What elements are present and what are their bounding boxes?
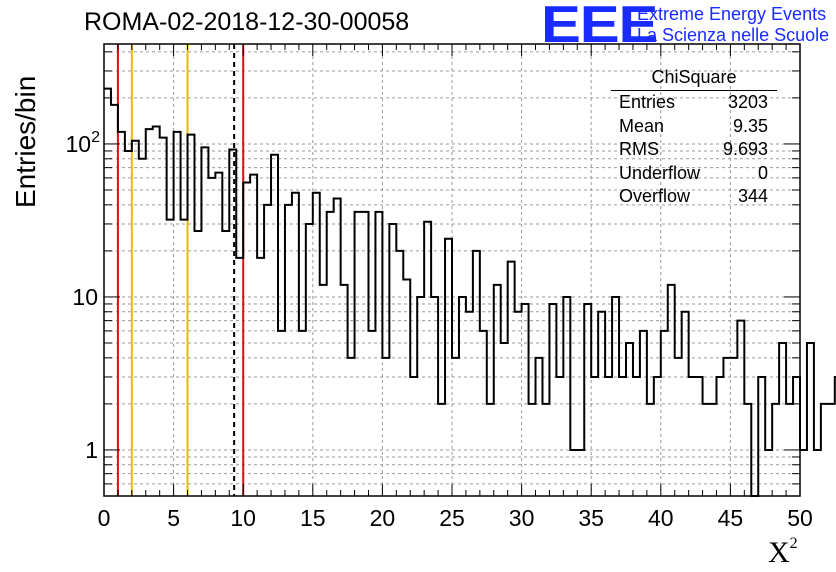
x-tick-label: 45 xyxy=(718,505,744,531)
stats-label: Underflow xyxy=(619,162,701,183)
stats-row-entries: Entries 3203 xyxy=(611,91,777,115)
x-axis-label-superscript: 2 xyxy=(789,535,798,552)
x-tick-label: 35 xyxy=(578,505,604,531)
stats-row-underflow: Underflow 0 xyxy=(611,162,777,186)
stats-box: ChiSquare Entries 3203 Mean 9.35 RMS 9.6… xyxy=(611,66,777,209)
brand-subtitle: La Scienza nelle Scuole xyxy=(637,25,830,45)
histogram-line xyxy=(104,87,836,497)
stats-row-mean: Mean 9.35 xyxy=(611,115,777,139)
brand-name: Extreme Energy Events xyxy=(637,4,827,24)
stats-row-overflow: Overflow 344 xyxy=(611,185,777,209)
stats-title: ChiSquare xyxy=(611,66,777,91)
stats-label: Entries xyxy=(619,92,676,112)
y-tick-label: 1 xyxy=(85,437,98,463)
x-tick-label: 10 xyxy=(230,505,256,531)
stats-row-rms: RMS 9.693 xyxy=(611,138,777,162)
x-tick-label: 15 xyxy=(300,505,326,531)
stats-value: 9.693 xyxy=(722,139,768,159)
stats-value: 0 xyxy=(757,162,768,183)
y-axis-label: Entries/bin xyxy=(10,75,41,208)
stats-label: Overflow xyxy=(619,186,691,206)
axes: 0 5 10 15 20 25 30 35 40 45 50 1 10 102 xyxy=(66,43,813,531)
x-tick-label: 40 xyxy=(648,505,674,531)
y-tick-label: 10 xyxy=(72,284,98,310)
stats-value: 9.35 xyxy=(732,115,768,136)
eee-logo: EEE xyxy=(541,0,658,54)
x-tick-label: 25 xyxy=(439,505,465,531)
x-axis-label: X2 xyxy=(768,535,798,570)
x-tick-label: 30 xyxy=(509,505,535,531)
stats-label: Mean xyxy=(619,115,665,136)
histogram-series xyxy=(104,87,836,497)
stats-value: 344 xyxy=(737,186,768,206)
stats-label: RMS xyxy=(619,139,659,159)
x-tick-label: 20 xyxy=(370,505,396,531)
x-tick-label: 5 xyxy=(167,505,180,531)
x-tick-label: 50 xyxy=(787,505,813,531)
chart-title: ROMA-02-2018-12-30-00058 xyxy=(84,8,410,36)
y-axis-label-box: Entries/bin xyxy=(6,75,46,210)
x-axis-label-base: X xyxy=(768,536,790,569)
x-tick-label: 0 xyxy=(98,505,111,531)
reference-lines xyxy=(116,44,245,496)
y-tick-label: 102 xyxy=(66,129,101,157)
stats-value: 3203 xyxy=(727,92,768,112)
